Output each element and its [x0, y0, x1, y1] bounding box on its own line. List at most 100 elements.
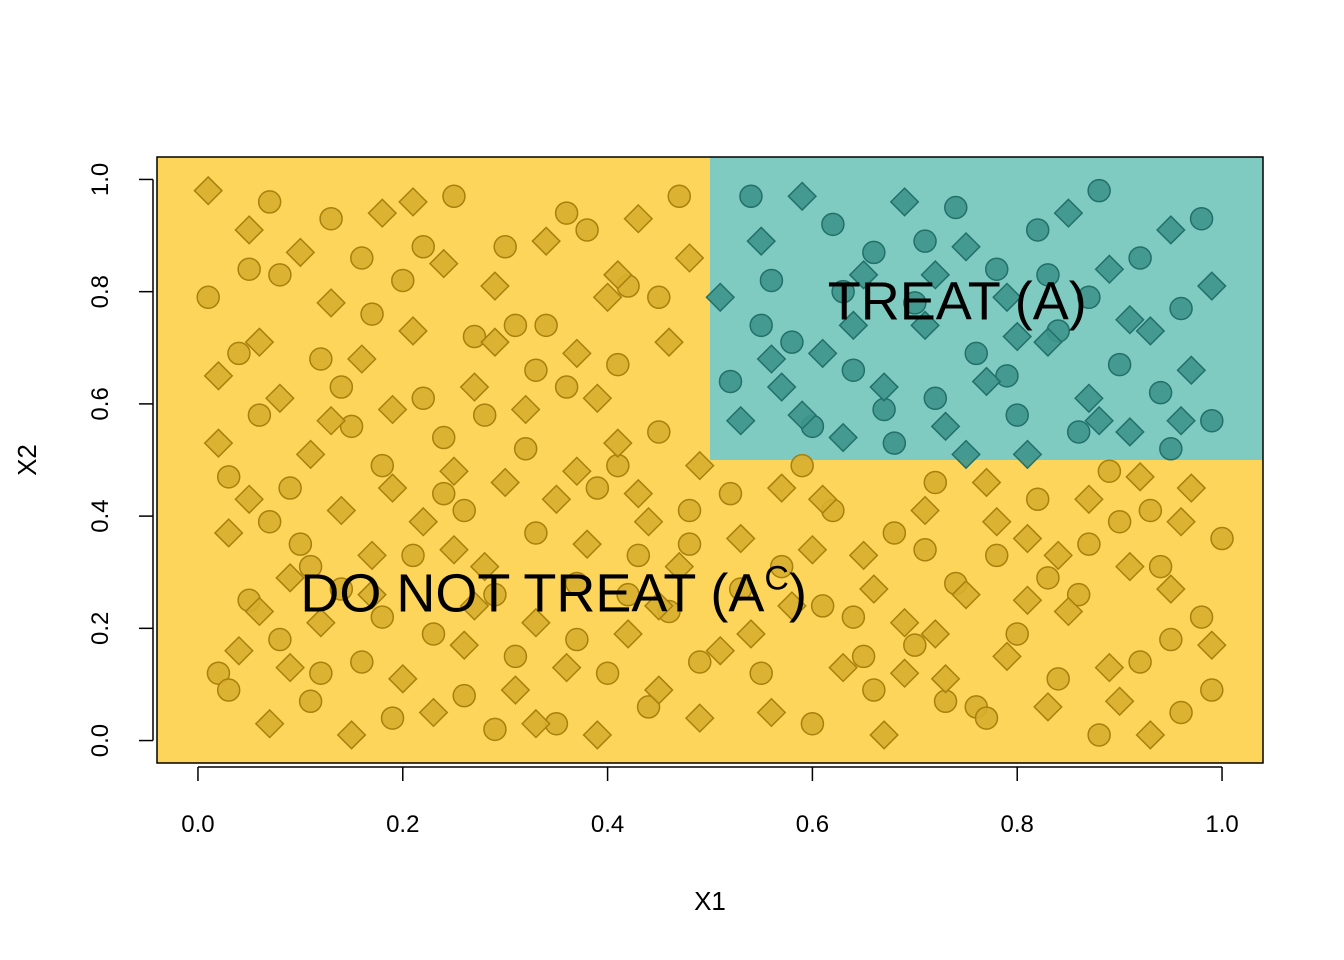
- point-circle: [903, 291, 927, 315]
- point-circle: [411, 235, 436, 259]
- point-circle: [329, 375, 354, 399]
- point-circle: [431, 481, 456, 506]
- point-circle: [401, 543, 425, 568]
- point-circle: [452, 683, 476, 708]
- point-diamond: [674, 243, 705, 273]
- point-circle: [288, 532, 313, 556]
- point-circle: [1005, 622, 1029, 646]
- point-circle: [769, 554, 794, 579]
- point-circle: [790, 453, 814, 478]
- point-diamond: [971, 467, 1002, 498]
- point-circle: [964, 341, 989, 366]
- point-diamond: [951, 439, 981, 470]
- point-circle: [309, 661, 333, 685]
- point-circle: [483, 582, 507, 607]
- point-diamond: [838, 310, 869, 341]
- point-circle: [1200, 408, 1224, 433]
- point-circle: [350, 246, 374, 270]
- point-diamond: [541, 484, 572, 515]
- point-diamond: [1104, 686, 1135, 717]
- point-diamond: [684, 450, 715, 481]
- y-tick-label: 0.0: [87, 724, 114, 757]
- point-circle: [534, 313, 558, 338]
- point-circle: [882, 431, 907, 455]
- point-circle: [493, 235, 517, 259]
- point-circle: [831, 279, 855, 304]
- point-diamond: [684, 703, 715, 733]
- point-circle: [339, 414, 364, 439]
- point-diamond: [377, 394, 408, 425]
- point-circle: [309, 347, 333, 371]
- point-circle: [882, 521, 907, 545]
- point-circle: [503, 644, 528, 669]
- point-diamond: [480, 327, 510, 357]
- point-diamond: [992, 282, 1022, 313]
- point-circle: [268, 263, 292, 287]
- point-circle: [728, 577, 753, 601]
- point-diamond: [521, 708, 551, 739]
- point-circle: [1159, 627, 1183, 652]
- point-diamond: [316, 288, 346, 318]
- point-circle: [1128, 650, 1152, 674]
- point-diamond: [981, 506, 1012, 537]
- scatter-points: [193, 175, 1234, 750]
- point-circle: [298, 554, 323, 579]
- point-circle: [1087, 723, 1111, 747]
- point-circle: [821, 212, 845, 237]
- point-diamond: [746, 226, 777, 256]
- point-diamond: [623, 203, 654, 234]
- x-tick-label: 0.8: [1001, 811, 1034, 838]
- point-diamond: [582, 720, 613, 750]
- point-circle: [268, 627, 292, 652]
- point-circle: [739, 184, 763, 209]
- x-axis: 0.0 0.2 0.4 0.6 0.8 1.0: [181, 766, 1239, 838]
- point-diamond: [797, 534, 828, 565]
- point-circle: [780, 330, 804, 354]
- point-circle: [1169, 700, 1193, 725]
- point-circle: [585, 476, 610, 500]
- point-circle: [503, 313, 528, 338]
- point-circle: [841, 605, 866, 629]
- point-circle: [350, 650, 374, 674]
- point-circle: [1036, 566, 1060, 590]
- point-circle: [800, 711, 825, 736]
- point-diamond: [889, 658, 920, 689]
- point-circle: [565, 571, 589, 596]
- point-circle: [1107, 509, 1132, 534]
- point-diamond: [889, 607, 920, 638]
- point-circle: [247, 403, 272, 427]
- point-diamond: [1002, 321, 1033, 352]
- point-diamond: [531, 226, 561, 256]
- point-circle: [524, 358, 548, 382]
- x-tick-label: 1.0: [1205, 811, 1238, 838]
- point-circle: [391, 268, 415, 293]
- point-diamond: [869, 720, 899, 750]
- point-diamond: [1156, 215, 1186, 245]
- point-circle: [1189, 605, 1214, 629]
- point-diamond: [521, 607, 551, 638]
- x-tick-label: 0.6: [796, 811, 829, 838]
- point-diamond: [756, 697, 787, 728]
- point-circle: [513, 437, 538, 461]
- point-circle: [944, 195, 968, 220]
- point-circle: [1046, 667, 1070, 691]
- point-diamond: [1074, 484, 1104, 515]
- point-diamond: [910, 495, 940, 526]
- point-diamond: [510, 394, 541, 425]
- point-circle: [237, 257, 261, 281]
- point-diamond: [234, 215, 264, 245]
- point-diamond: [725, 405, 756, 436]
- point-circle: [677, 532, 702, 556]
- point-diamond: [613, 619, 643, 649]
- point-diamond: [275, 652, 305, 683]
- point-diamond: [459, 591, 490, 621]
- point-diamond: [1125, 462, 1155, 492]
- point-circle: [1036, 263, 1060, 287]
- point-diamond: [377, 473, 408, 503]
- point-diamond: [551, 652, 582, 683]
- point-diamond: [1012, 523, 1043, 554]
- point-circle: [851, 644, 876, 669]
- point-circle: [595, 661, 620, 685]
- point-diamond: [275, 563, 305, 593]
